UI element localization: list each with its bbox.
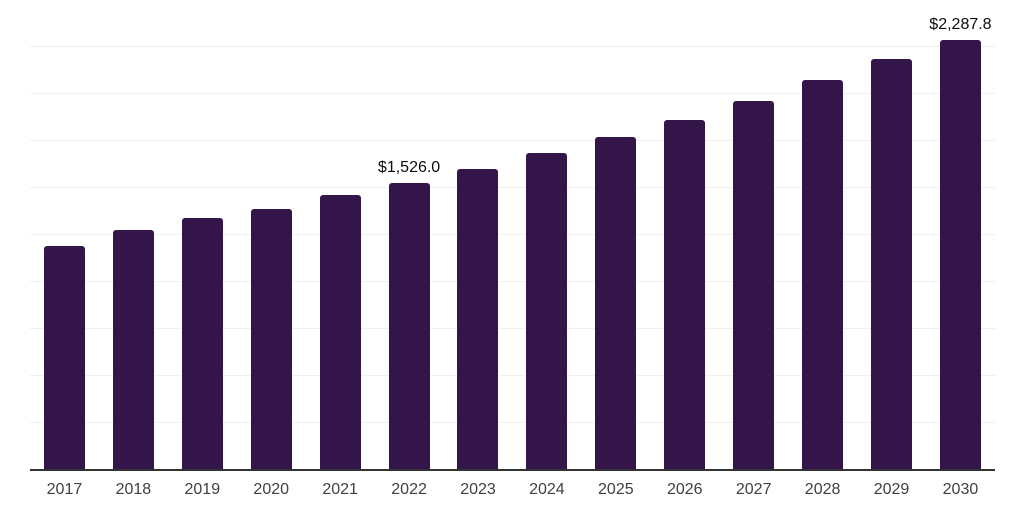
- x-tick-label-2022: 2022: [391, 481, 427, 498]
- bar-slot-2025: [581, 0, 650, 470]
- bar-2025: [595, 137, 637, 470]
- x-tick-label-2029: 2029: [873, 481, 910, 498]
- bar-slot-2020: [237, 0, 306, 470]
- x-tick-label-2018: 2018: [115, 481, 152, 498]
- gridline-750: [30, 328, 995, 329]
- bar-2022: [388, 183, 430, 470]
- bar-2019: [181, 217, 223, 470]
- bar-2026: [664, 119, 706, 470]
- gridline-1500: [30, 187, 995, 188]
- x-tick-label-2020: 2020: [253, 481, 290, 498]
- x-tick-label-2028: 2028: [804, 481, 841, 498]
- bar-2018: [112, 229, 154, 470]
- bar-slot-2021: [306, 0, 375, 470]
- gridline-1750: [30, 140, 995, 141]
- bar-slot-2018: [99, 0, 168, 470]
- bar-2030: [939, 39, 981, 470]
- bar-2028: [802, 80, 844, 470]
- bar-2021: [319, 194, 361, 470]
- bar-2023: [457, 169, 499, 470]
- gridline-2000: [30, 93, 995, 94]
- x-tick-label-2024: 2024: [529, 481, 565, 498]
- x-axis-tick-labels: 2017 2018 2019 2020 2021 2022 2023 2024 2025 2026…: [30, 480, 995, 499]
- bar-slot-2017: [30, 0, 99, 470]
- plot-area: $1,526.0 $2,287.8: [30, 0, 995, 471]
- bar-2024: [526, 152, 568, 470]
- x-tick-label-2026: 2026: [666, 481, 703, 498]
- x-tick-label-2017: 2017: [46, 481, 83, 498]
- bar-slot-2028: [788, 0, 857, 470]
- bar-series: $1,526.0 $2,287.8: [30, 0, 995, 470]
- bar-slot-2026: [650, 0, 719, 470]
- x-tick-label-2030: 2030: [942, 481, 979, 498]
- bar-slot-2023: [444, 0, 513, 470]
- gridline-500: [30, 375, 995, 376]
- bar-slot-2024: [512, 0, 581, 470]
- x-tick-label-2021: 2021: [322, 481, 358, 498]
- bar-slot-2027: [719, 0, 788, 470]
- gridline-1250: [30, 234, 995, 235]
- bar-2017: [43, 246, 85, 470]
- bar-slot-2029: [857, 0, 926, 470]
- gridline-1000: [30, 281, 995, 282]
- x-tick-label-2023: 2023: [460, 481, 496, 498]
- x-axis-line: [30, 469, 995, 471]
- bar-slot-2030: $2,287.8: [926, 0, 995, 470]
- bar-slot-2022: $1,526.0: [375, 0, 444, 470]
- bar-2027: [733, 100, 775, 470]
- x-tick-label-2027: 2027: [735, 481, 772, 498]
- data-label-2030: $2,287.8: [929, 15, 992, 33]
- data-label-2022: $1,526.0: [377, 159, 441, 177]
- x-tick-label-2025: 2025: [598, 481, 634, 498]
- bar-2020: [250, 208, 292, 470]
- bar-slot-2019: [168, 0, 237, 470]
- x-tick-label-2019: 2019: [184, 481, 221, 498]
- gridline-250: [30, 422, 995, 423]
- bar-2029: [871, 58, 913, 470]
- gridline-2250: [30, 46, 995, 47]
